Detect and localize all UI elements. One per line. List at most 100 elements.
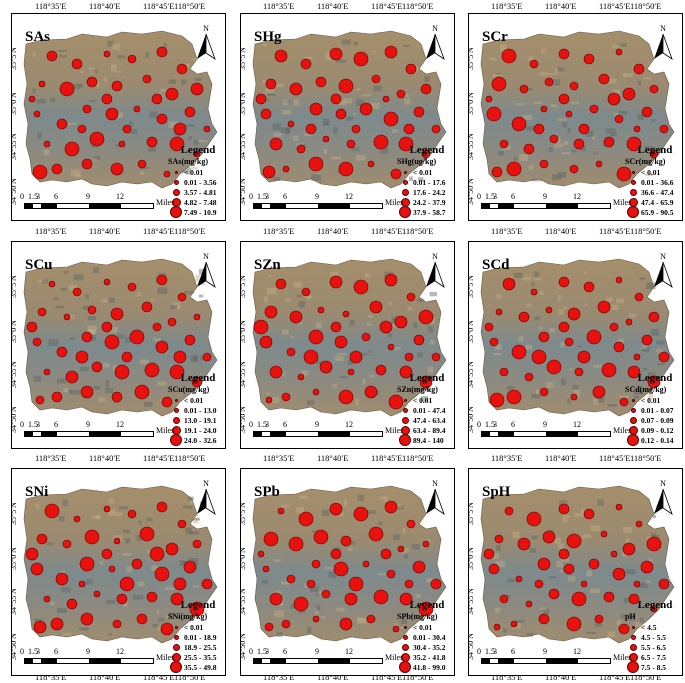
sample-site <box>373 589 389 605</box>
sample-site <box>383 111 399 127</box>
sample-site <box>110 162 124 176</box>
scale-tick-label: 9 <box>315 647 319 656</box>
latitude-label: 35°0′N <box>468 92 475 115</box>
terrain-texture <box>558 309 564 315</box>
scale-segment <box>482 432 490 436</box>
north-label: N <box>660 252 666 261</box>
legend-class-label: 0.12 - 0.14 <box>641 435 674 445</box>
sample-site <box>73 515 81 523</box>
terrain-texture <box>68 284 77 292</box>
terrain-texture <box>489 57 497 61</box>
terrain-texture <box>168 121 178 129</box>
sample-site <box>546 359 562 375</box>
legend-class-label: 37.9 - 58.7 <box>413 207 446 217</box>
terrain-texture <box>590 525 601 532</box>
scale-bar-segments <box>24 431 154 437</box>
terrain-texture <box>549 328 555 333</box>
sample-site <box>545 306 553 314</box>
terrain-texture <box>642 346 650 352</box>
scale-segment <box>262 659 270 663</box>
legend-symbol <box>168 170 184 174</box>
terrain-texture <box>591 135 596 140</box>
sample-site <box>525 600 533 608</box>
terrain-texture <box>187 496 194 501</box>
scale-segment <box>41 432 57 436</box>
terrain-texture <box>55 305 65 309</box>
terrain-texture <box>37 132 42 139</box>
terrain-texture <box>88 69 98 74</box>
terrain-texture <box>357 617 365 622</box>
longitude-label: 118°50′E <box>174 1 206 11</box>
scale-bar-segments <box>24 658 154 664</box>
sample-site <box>134 384 150 400</box>
terrain-texture <box>617 620 621 626</box>
sample-site <box>384 500 398 514</box>
sample-site <box>529 59 539 69</box>
sample-site <box>558 48 570 60</box>
terrain-texture <box>185 527 193 535</box>
legend-title: Legend <box>637 144 673 156</box>
sample-site <box>382 95 390 103</box>
legend-symbol <box>625 179 641 185</box>
sample-site <box>633 63 645 75</box>
terrain-texture <box>533 101 542 105</box>
terrain-texture <box>105 380 109 387</box>
scale-bar: 0 1.5 3 6 9 12 Miles <box>16 420 176 448</box>
sample-site <box>646 536 662 552</box>
legend-class-label: 25.5 - 35.5 <box>184 652 217 662</box>
sample-site <box>384 273 398 287</box>
scale-tick-label: 9 <box>543 647 547 656</box>
terrain-texture <box>496 73 502 80</box>
longitude-label: 118°40′E <box>545 453 577 463</box>
legend-class-label: 24.0 - 32.6 <box>184 435 217 445</box>
terrain-texture <box>87 325 97 332</box>
legend-title: Legend <box>409 372 445 384</box>
scale-bar-segments <box>253 431 383 437</box>
sample-site <box>50 617 64 631</box>
sample-site <box>558 321 570 333</box>
longitude-label: 118°45′E <box>143 453 175 463</box>
terrain-texture <box>73 274 84 281</box>
terrain-texture <box>107 633 112 636</box>
terrain-texture <box>316 593 325 597</box>
sample-site <box>169 136 185 152</box>
terrain-texture <box>49 601 55 606</box>
terrain-texture <box>149 111 158 118</box>
terrain-texture <box>415 66 420 72</box>
legend-title: Legend <box>180 372 216 384</box>
legend-symbol <box>168 634 184 640</box>
terrain-texture <box>70 336 75 340</box>
map-legend: Legend SCd(mg/kg) < 0.01 0.01 - 0.07 0.07 - … <box>625 372 682 446</box>
terrain-texture <box>357 618 367 624</box>
sample-site <box>491 76 507 92</box>
terrain-texture <box>558 500 568 507</box>
terrain-texture <box>582 534 592 538</box>
scale-unit: Miles <box>613 653 632 662</box>
terrain-texture <box>62 499 69 507</box>
sample-site <box>333 561 349 577</box>
scale-segment <box>254 432 262 436</box>
sample-site <box>353 51 369 67</box>
terrain-texture <box>556 561 563 568</box>
sample-site <box>154 566 170 582</box>
scale-segment <box>270 204 286 208</box>
terrain-texture <box>168 612 173 619</box>
sample-site <box>399 365 413 379</box>
latitude-label: 35°5′N <box>240 47 247 70</box>
legend-class: < 0.01 <box>397 167 454 177</box>
terrain-texture <box>281 504 290 508</box>
legend-class-label: 35.5 - 49.8 <box>184 662 217 672</box>
sample-site <box>609 322 619 332</box>
terrain-texture <box>70 390 80 395</box>
sample-site <box>648 311 660 323</box>
terrain-texture <box>80 70 84 73</box>
sample-site <box>394 315 408 329</box>
sample-site <box>544 77 554 87</box>
sample-site <box>359 102 373 116</box>
terrain-texture <box>37 279 48 283</box>
sample-site <box>488 563 500 575</box>
terrain-texture <box>402 527 406 534</box>
terrain-texture <box>525 125 536 131</box>
terrain-texture <box>618 110 627 115</box>
scale-unit: Miles <box>156 198 175 207</box>
